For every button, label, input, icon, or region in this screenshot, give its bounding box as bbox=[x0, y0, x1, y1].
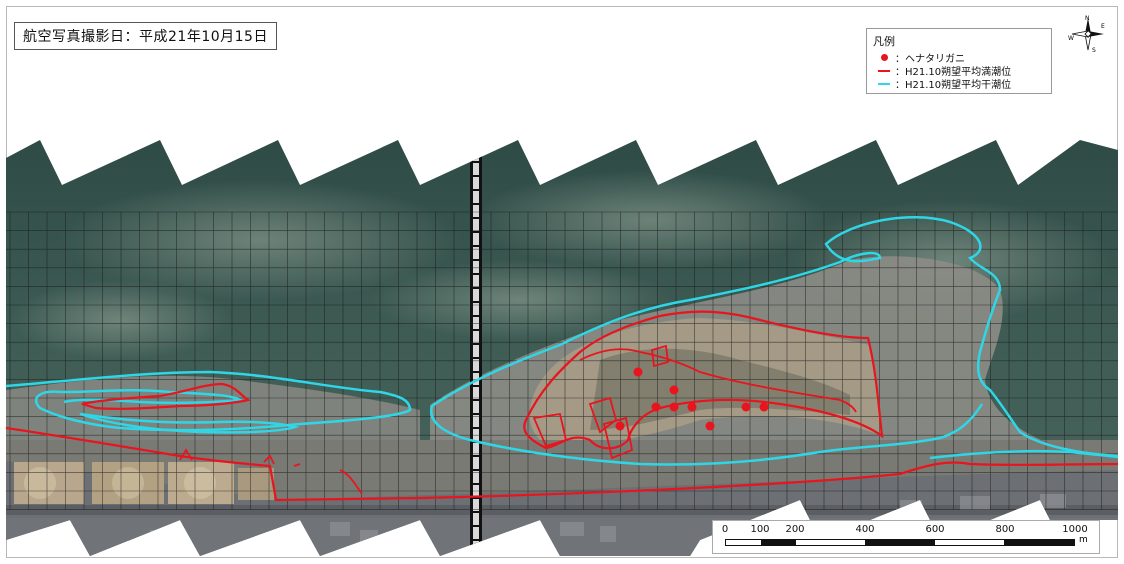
crab-point bbox=[687, 402, 697, 412]
scale-bar: 0 100 200 400 600 800 1000 m bbox=[712, 520, 1100, 554]
scale-segment bbox=[934, 540, 1005, 545]
compass-e: E bbox=[1101, 23, 1105, 30]
legend-item-label: ：H21.10朔望平均満潮位 bbox=[895, 67, 1012, 78]
high-tide-line-shore bbox=[5, 426, 1119, 502]
legend-item-high-tide: ：H21.10朔望平均満潮位 bbox=[873, 64, 1045, 78]
low-tide-line-east bbox=[431, 216, 1119, 458]
scale-tick-label: 400 bbox=[855, 524, 875, 535]
compass-w: W bbox=[1068, 35, 1074, 42]
scale-unit: m bbox=[1079, 535, 1088, 545]
scale-segment bbox=[795, 540, 866, 545]
legend-title: 凡例 bbox=[873, 35, 895, 48]
high-tide-line-west bbox=[81, 382, 251, 410]
crab-point bbox=[651, 402, 661, 412]
crab-point bbox=[669, 385, 679, 395]
compass-s: S bbox=[1092, 47, 1096, 54]
legend-item-low-tide: ：H21.10朔望平均干潮位 bbox=[873, 77, 1045, 91]
map-grid bbox=[6, 211, 1118, 510]
north-arrow-icon: N E S W bbox=[1068, 15, 1105, 54]
crab-point bbox=[615, 421, 625, 431]
photo-date-label: 航空写真撮影日：平成21年10月15日 bbox=[14, 22, 277, 50]
crab-point bbox=[705, 421, 715, 431]
legend-item-label: ：H21.10朔望平均干潮位 bbox=[895, 80, 1012, 91]
scale-tick-label: 800 bbox=[995, 524, 1015, 535]
scale-segment bbox=[726, 540, 761, 545]
crab-point bbox=[759, 402, 769, 412]
high-tide-line-east bbox=[523, 310, 884, 450]
legend-item-crab: ：ヘナタリガニ bbox=[873, 51, 1045, 65]
bridge bbox=[470, 140, 482, 556]
cyan-line-icon bbox=[878, 82, 890, 85]
scale-bar-graphic bbox=[725, 539, 1075, 546]
red-line-icon bbox=[878, 69, 890, 72]
crab-point bbox=[741, 402, 751, 412]
scale-tick-label: 0 bbox=[721, 524, 729, 535]
crab-point bbox=[669, 402, 679, 412]
legend: 凡例 ：ヘナタリガニ ：H21.10朔望平均満潮位 ：H21.10朔望平均干潮位 bbox=[866, 28, 1052, 94]
red-dot-icon bbox=[880, 54, 888, 61]
scale-tick-label: 1000 bbox=[1062, 524, 1088, 535]
scale-tick-label: 600 bbox=[925, 524, 945, 535]
crab-point bbox=[633, 367, 643, 377]
scale-tick-label: 200 bbox=[785, 524, 805, 535]
scale-segment bbox=[865, 540, 935, 545]
legend-item-label: ：ヘナタリガニ bbox=[895, 54, 965, 65]
aerial-photo bbox=[6, 140, 1118, 556]
scale-segment bbox=[760, 540, 796, 545]
low-tide-line-west bbox=[5, 370, 412, 432]
crab-points bbox=[615, 367, 769, 431]
compass-n: N bbox=[1085, 15, 1090, 22]
scale-segment bbox=[1004, 540, 1074, 545]
scale-tick-label: 100 bbox=[750, 524, 770, 535]
